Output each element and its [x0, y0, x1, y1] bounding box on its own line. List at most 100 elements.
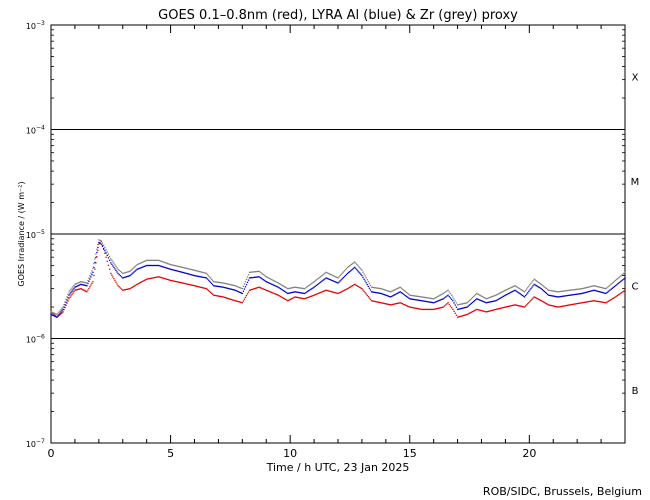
data-point [77, 282, 79, 284]
data-point [586, 291, 589, 293]
data-point [297, 287, 299, 289]
data-point [579, 293, 581, 295]
data-point [622, 291, 624, 293]
data-point [288, 292, 290, 294]
data-point [339, 291, 341, 294]
data-point [505, 306, 508, 308]
data-point [558, 296, 560, 298]
data-point [186, 267, 188, 270]
data-point [572, 294, 574, 296]
data-point [613, 280, 616, 282]
data-point [190, 284, 192, 286]
data-point [266, 276, 269, 278]
data-point [463, 307, 465, 309]
data-point [283, 298, 286, 300]
data-point [267, 282, 270, 284]
data-point [405, 305, 408, 307]
data-point [356, 263, 358, 266]
data-point [145, 279, 147, 281]
data-point [291, 287, 293, 289]
data-point [66, 296, 68, 298]
data-point [548, 304, 551, 306]
data-point [504, 289, 507, 291]
data-point [545, 292, 548, 294]
data-point [448, 291, 450, 293]
data-point [501, 307, 503, 309]
data-point [441, 306, 443, 309]
data-point [501, 291, 503, 293]
data-point [414, 295, 416, 297]
data-point [229, 288, 231, 290]
data-point [537, 298, 539, 300]
data-point [333, 275, 335, 277]
data-point [93, 262, 95, 265]
data-point [180, 266, 183, 268]
data-point [164, 262, 166, 264]
data-point [245, 283, 248, 286]
data-point [499, 292, 501, 294]
data-point [77, 285, 79, 287]
data-point [87, 279, 89, 282]
data-point [552, 305, 554, 307]
data-point [341, 278, 343, 280]
data-point [98, 241, 100, 244]
data-point [443, 305, 446, 307]
data-point [99, 239, 101, 242]
data-point [534, 296, 536, 299]
data-point [533, 296, 535, 298]
data-point [243, 288, 246, 290]
data-point [413, 307, 415, 309]
data-point [515, 304, 517, 306]
data-point [606, 291, 608, 294]
data-point [561, 290, 564, 292]
data-point [86, 291, 88, 293]
data-point [545, 287, 548, 290]
data-point [408, 297, 410, 299]
data-point [179, 266, 182, 268]
data-point [580, 302, 582, 304]
data-point [268, 282, 271, 284]
data-point [374, 291, 376, 294]
data-point [83, 289, 85, 291]
data-point [593, 285, 595, 287]
data-point [98, 243, 100, 245]
data-point [122, 277, 124, 279]
data-point [568, 304, 570, 306]
data-point [340, 273, 342, 276]
data-point [447, 289, 449, 291]
data-point [301, 287, 304, 290]
data-point [68, 294, 70, 296]
data-point [53, 315, 55, 317]
data-point [549, 304, 552, 307]
data-point [323, 290, 325, 292]
data-point [89, 278, 91, 280]
data-point [472, 310, 475, 312]
data-point [60, 311, 62, 313]
data-point [561, 295, 564, 297]
data-point [425, 296, 427, 299]
data-point [256, 287, 258, 289]
data-point [100, 240, 102, 242]
data-point [544, 291, 547, 294]
data-point [318, 276, 321, 279]
data-point [59, 313, 61, 316]
data-point [557, 306, 559, 308]
data-point [241, 292, 244, 295]
data-point [84, 290, 86, 292]
data-point [464, 302, 466, 304]
data-point [135, 269, 137, 271]
data-point [409, 306, 411, 308]
data-point [405, 295, 408, 298]
data-point [531, 281, 533, 283]
data-point [114, 268, 116, 270]
data-point [542, 289, 545, 292]
data-point [233, 284, 235, 287]
data-point [198, 270, 200, 273]
data-point [75, 283, 77, 285]
data-point [541, 300, 544, 302]
data-point [179, 271, 182, 273]
data-point [583, 301, 585, 304]
data-point [339, 274, 341, 277]
data-point [503, 290, 506, 292]
data-point [494, 300, 496, 302]
